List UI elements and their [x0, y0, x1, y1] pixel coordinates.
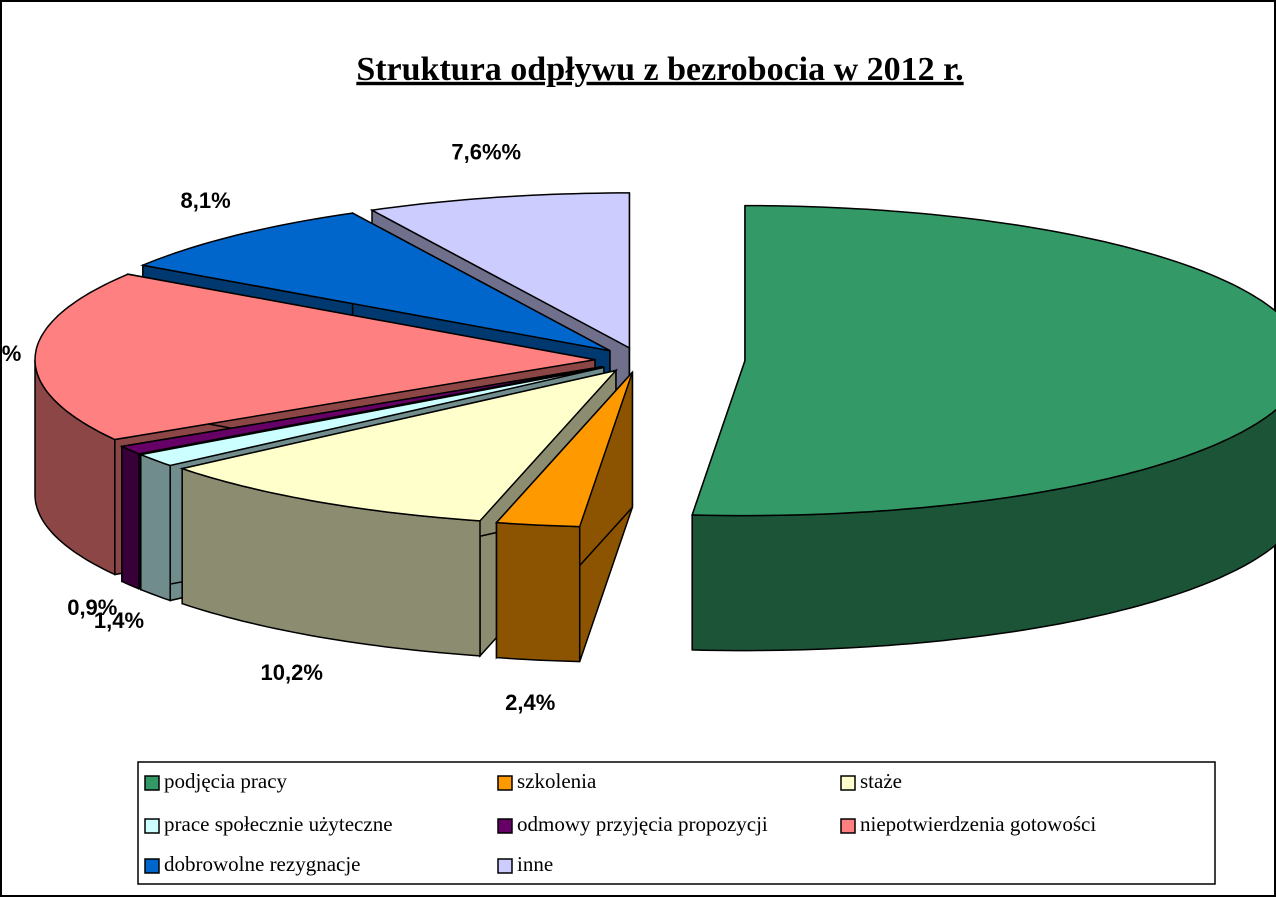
value-label: 7,6%%: [451, 139, 521, 164]
legend-swatch: [840, 818, 856, 834]
slice: [179, 369, 619, 522]
legend-swatch: [144, 775, 160, 791]
slice: [494, 371, 634, 528]
slice: [138, 366, 605, 467]
slice-wall: [140, 453, 171, 602]
value-label: 10,2%: [261, 660, 323, 685]
slice: [369, 192, 631, 350]
value-label: 1,4%: [94, 608, 144, 633]
legend-swatch: [840, 775, 856, 791]
legend-swatch: [144, 818, 160, 834]
pie: [34, 192, 1276, 663]
legend-label: niepotwierdzenia gotowości: [860, 812, 1096, 836]
slice: [140, 212, 611, 352]
legend-label: odmowy przyjęcia propozycji: [517, 812, 768, 836]
legend-label: inne: [517, 852, 553, 876]
legend-swatch: [497, 818, 513, 834]
slice-wall: [121, 445, 140, 590]
slice: [119, 365, 603, 455]
value-label: 0,9%: [67, 595, 117, 620]
legend-label: staże: [860, 769, 902, 793]
legend-swatch: [497, 858, 513, 874]
legend-label: prace społecznie użyteczne: [164, 812, 393, 836]
legend-swatch: [144, 858, 160, 874]
value-label: 2,4%: [505, 690, 555, 715]
value-label: 8,1%: [180, 188, 230, 213]
slice: [34, 273, 596, 441]
value-label: 17,9%: [0, 341, 21, 366]
slice: [691, 204, 1276, 517]
legend-label: podjęcia pracy: [164, 769, 288, 793]
legend-label: szkolenia: [517, 769, 597, 793]
chart-title: Struktura odpływu z bezrobocia w 2012 r.: [356, 51, 963, 88]
legend-swatch: [497, 775, 513, 791]
legend-box: [137, 761, 1216, 885]
slice-wall: [495, 521, 581, 663]
legend-label: dobrowolne rezygnacje: [164, 852, 361, 876]
